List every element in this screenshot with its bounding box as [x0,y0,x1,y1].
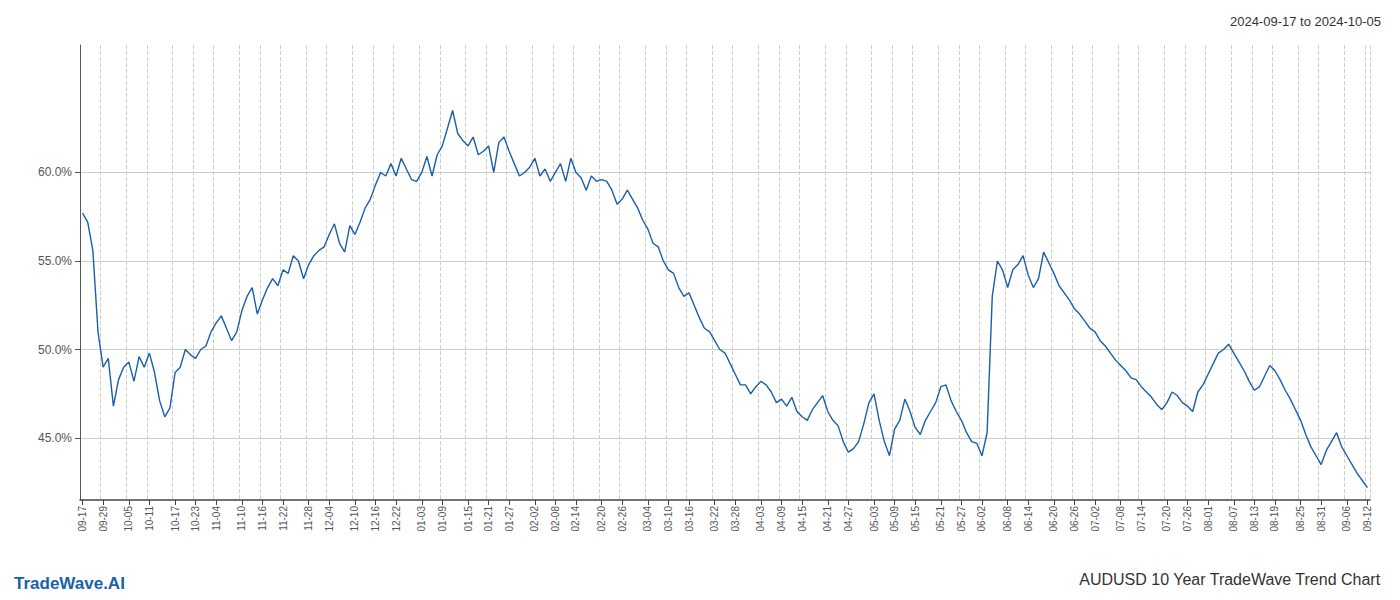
svg-text:03-04: 03-04 [642,506,653,532]
svg-text:01-09: 01-09 [437,506,448,532]
svg-text:08-31: 08-31 [1316,506,1327,532]
svg-text:10-23: 10-23 [190,506,201,532]
svg-text:07-08: 07-08 [1115,506,1126,532]
svg-text:04-21: 04-21 [822,506,833,532]
svg-text:08-13: 08-13 [1249,506,1260,532]
svg-text:10-05: 10-05 [123,506,134,532]
svg-text:01-15: 01-15 [463,506,474,532]
svg-text:01-03: 01-03 [416,506,427,532]
svg-text:01-27: 01-27 [504,506,515,532]
svg-text:12-10: 12-10 [349,506,360,532]
svg-text:06-14: 06-14 [1023,506,1034,532]
svg-text:07-02: 07-02 [1090,506,1101,532]
svg-text:08-07: 08-07 [1228,506,1239,532]
svg-text:12-16: 12-16 [370,506,381,532]
svg-text:05-03: 05-03 [869,506,880,532]
svg-text:05-15: 05-15 [910,506,921,532]
svg-text:04-03: 04-03 [755,506,766,532]
svg-text:04-27: 04-27 [843,506,854,532]
svg-text:09-17: 09-17 [77,506,88,532]
svg-text:02-20: 02-20 [596,506,607,532]
svg-text:02-02: 02-02 [529,506,540,532]
svg-text:05-09: 05-09 [889,506,900,532]
svg-text:04-15: 04-15 [797,506,808,532]
svg-text:03-16: 03-16 [684,506,695,532]
svg-text:09-29: 09-29 [98,506,109,532]
svg-text:10-17: 10-17 [170,506,181,532]
svg-text:06-26: 06-26 [1069,506,1080,532]
svg-text:06-02: 06-02 [976,506,987,532]
svg-text:09-12: 09-12 [1362,506,1373,532]
svg-text:08-01: 08-01 [1203,506,1214,532]
svg-text:05-21: 05-21 [935,506,946,532]
svg-text:01-21: 01-21 [483,506,494,532]
svg-text:2024-09-17 to 2024-10-05: 2024-09-17 to 2024-10-05 [1230,14,1381,29]
svg-text:12-22: 12-22 [391,506,402,532]
svg-text:03-28: 03-28 [730,506,741,532]
svg-text:02-14: 02-14 [570,506,581,532]
svg-text:07-26: 07-26 [1182,506,1193,532]
svg-text:03-22: 03-22 [709,506,720,532]
svg-text:11-10: 11-10 [236,506,247,531]
svg-text:07-14: 07-14 [1136,506,1147,532]
svg-text:08-25: 08-25 [1295,506,1306,532]
svg-text:10-11: 10-11 [144,506,155,531]
svg-text:02-08: 02-08 [550,506,561,532]
svg-text:50.0%: 50.0% [38,343,72,357]
svg-text:11-22: 11-22 [278,506,289,531]
svg-text:09-06: 09-06 [1341,506,1352,532]
svg-text:60.0%: 60.0% [38,165,72,179]
svg-text:11-16: 11-16 [257,506,268,531]
svg-text:TradeWave.AI: TradeWave.AI [14,574,125,593]
svg-text:11-04: 11-04 [211,506,222,531]
svg-text:06-20: 06-20 [1048,506,1059,532]
svg-text:45.0%: 45.0% [38,431,72,445]
svg-text:02-26: 02-26 [617,506,628,532]
svg-text:11-28: 11-28 [303,506,314,531]
svg-text:04-09: 04-09 [776,506,787,532]
svg-text:AUDUSD 10 Year TradeWave Trend: AUDUSD 10 Year TradeWave Trend Chart [1079,571,1380,588]
svg-text:05-27: 05-27 [956,506,967,532]
svg-text:55.0%: 55.0% [38,254,72,268]
svg-text:07-20: 07-20 [1161,506,1172,532]
svg-text:06-08: 06-08 [1002,506,1013,532]
svg-text:03-10: 03-10 [663,506,674,532]
svg-text:08-19: 08-19 [1269,506,1280,532]
svg-text:12-04: 12-04 [324,506,335,532]
